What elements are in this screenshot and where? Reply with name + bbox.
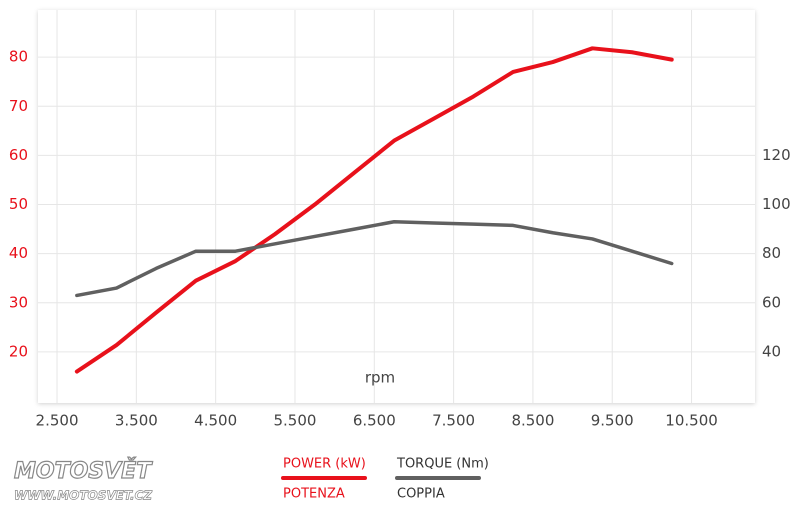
x-tick-label: 5.500 <box>274 412 317 430</box>
plot-card <box>38 10 755 403</box>
y-tick-label: 60 <box>9 146 28 164</box>
y2-tick-label: 60 <box>762 293 781 311</box>
watermark-url: WWW.MOTOSVET.CZ <box>14 489 152 503</box>
x-tick-label: 7.500 <box>432 412 475 430</box>
y-tick-label: 70 <box>9 97 28 115</box>
legend-sublabel: COPPIA <box>397 487 445 502</box>
x-tick-label: 4.500 <box>194 412 237 430</box>
y-tick-label: 20 <box>9 342 28 360</box>
y2-tick-label: 80 <box>762 244 781 262</box>
legend-label: TORQUE (Nm) <box>396 457 489 472</box>
x-tick-label: 3.500 <box>115 412 158 430</box>
y-tick-label: 80 <box>9 48 28 66</box>
y-tick-label: 30 <box>9 293 28 311</box>
x-tick-label: 8.500 <box>511 412 554 430</box>
watermark-brand: MOTOSVĚT <box>14 458 153 484</box>
series-line <box>75 219 674 298</box>
legend-label: POWER (kW) <box>283 457 366 472</box>
x-axis-label: rpm <box>365 369 395 387</box>
x-tick-label: 6.500 <box>353 412 396 430</box>
x-tick-label: 10.500 <box>665 412 718 430</box>
legend-sublabel: POTENZA <box>283 487 345 502</box>
y-tick-label: 50 <box>9 195 28 213</box>
y-tick-label: 40 <box>9 244 28 262</box>
x-tick-label: 2.500 <box>36 412 79 430</box>
y2-tick-label: 100 <box>762 195 791 213</box>
y2-tick-label: 120 <box>762 146 791 164</box>
x-tick-label: 9.500 <box>591 412 634 430</box>
watermark: MOTOSVĚT WWW.MOTOSVET.CZ <box>13 457 153 503</box>
y2-tick-label: 40 <box>762 342 781 360</box>
series-line <box>74 46 674 374</box>
